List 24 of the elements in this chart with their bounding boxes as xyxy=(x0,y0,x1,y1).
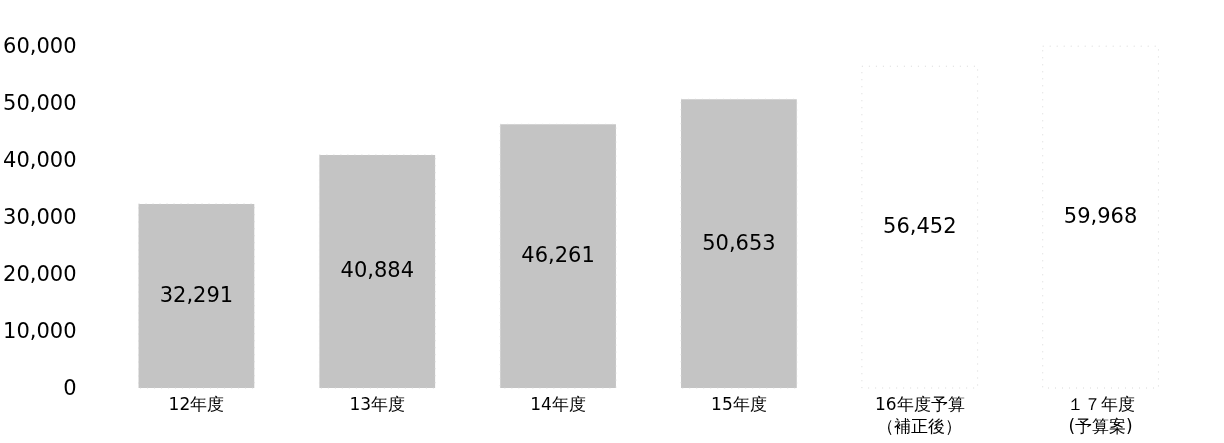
y-tick-label: 0 xyxy=(63,375,77,400)
data-label: 50,653 xyxy=(702,230,776,255)
x-tick-label: 14年度 xyxy=(530,393,586,414)
x-tick-label: 13年度 xyxy=(349,393,406,414)
y-tick-label: 40,000 xyxy=(3,147,77,172)
x-tick-label: 12年度 xyxy=(168,393,225,414)
x-tick-label: １７年度(予算案) xyxy=(1066,393,1135,436)
data-label: 32,291 xyxy=(159,282,234,307)
data-label: 46,261 xyxy=(521,243,595,268)
y-tick-label: 50,000 xyxy=(3,90,77,115)
y-tick-label: 30,000 xyxy=(3,204,77,229)
y-tick-label: 20,000 xyxy=(3,261,77,286)
bar xyxy=(861,65,979,389)
data-label: 40,884 xyxy=(340,258,414,283)
y-tick-label: 10,000 xyxy=(3,318,77,343)
bar xyxy=(680,98,798,389)
y-tick-label: 60,000 xyxy=(3,33,77,58)
bar xyxy=(138,203,255,389)
bar xyxy=(318,154,436,389)
x-tick-label: 16年度予算（補正後） xyxy=(874,393,965,436)
data-label: 59,968 xyxy=(1063,204,1138,229)
data-label: 56,452 xyxy=(883,214,957,239)
x-tick-label: 15年度 xyxy=(711,393,767,414)
bar xyxy=(499,123,617,389)
